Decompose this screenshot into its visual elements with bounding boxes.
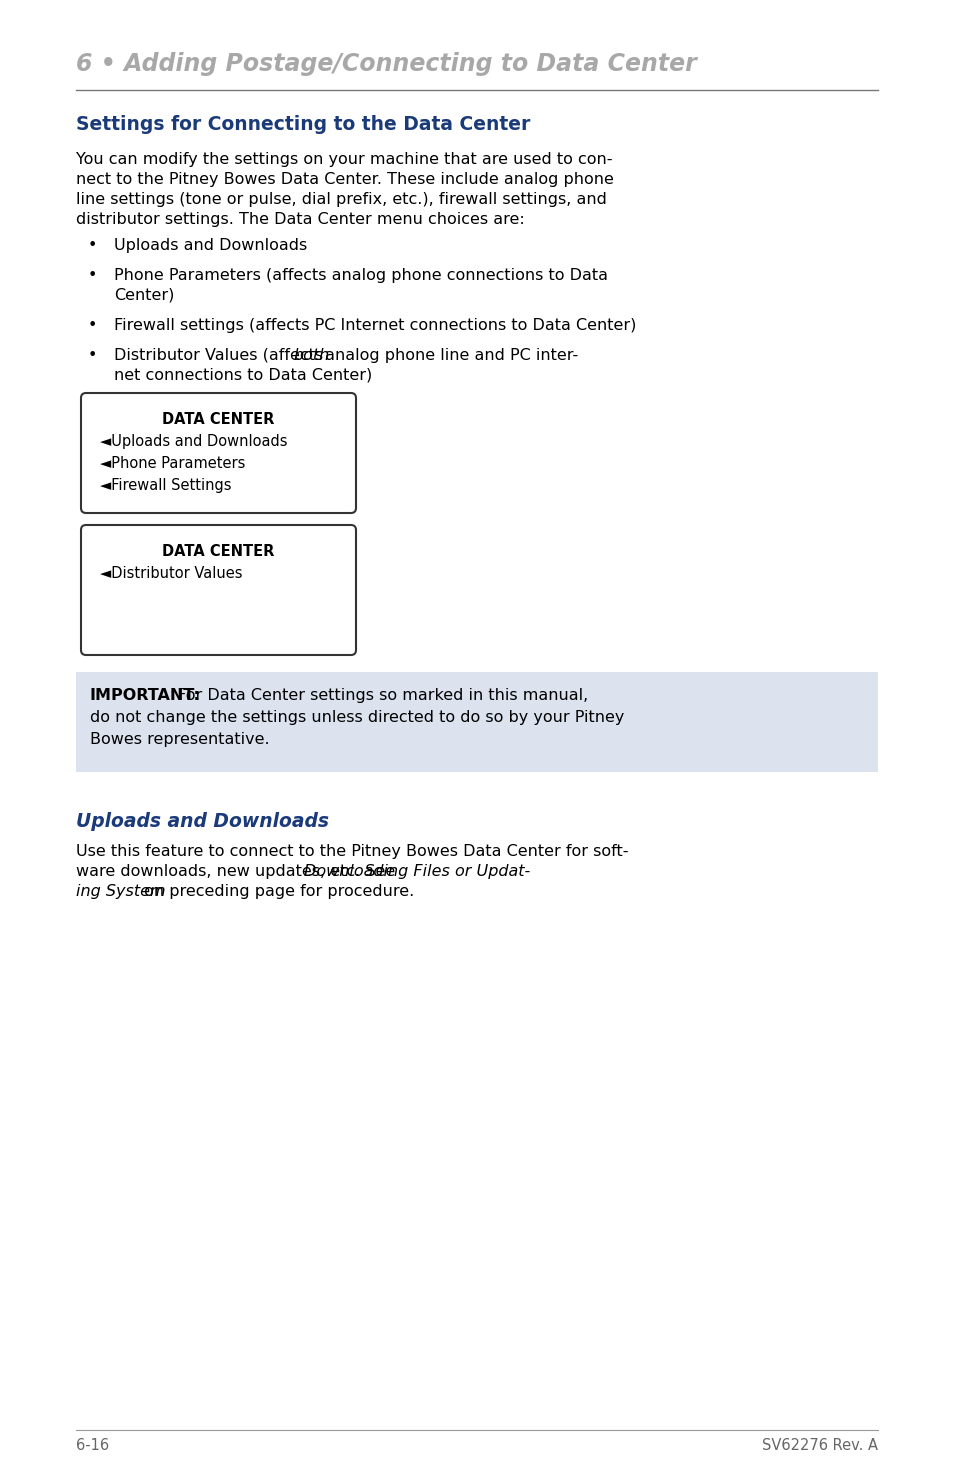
Text: Uploads and Downloads: Uploads and Downloads bbox=[113, 237, 307, 254]
Text: do not change the settings unless directed to do so by your Pitney: do not change the settings unless direct… bbox=[90, 709, 623, 726]
Text: ◄Firewall Settings: ◄Firewall Settings bbox=[100, 478, 232, 493]
Text: •: • bbox=[88, 268, 97, 283]
Bar bbox=[76, 673, 877, 771]
Text: Distributor Values (affects: Distributor Values (affects bbox=[113, 348, 328, 363]
FancyBboxPatch shape bbox=[81, 525, 355, 655]
Text: You can modify the settings on your machine that are used to con-: You can modify the settings on your mach… bbox=[76, 152, 612, 167]
Text: •: • bbox=[88, 237, 97, 254]
Text: 6 • Adding Postage/Connecting to Data Center: 6 • Adding Postage/Connecting to Data Ce… bbox=[76, 52, 696, 77]
Text: distributor settings. The Data Center menu choices are:: distributor settings. The Data Center me… bbox=[76, 212, 524, 227]
Text: SV62276 Rev. A: SV62276 Rev. A bbox=[761, 1438, 877, 1453]
Text: on preceding page for procedure.: on preceding page for procedure. bbox=[139, 884, 414, 898]
Text: •: • bbox=[88, 319, 97, 333]
Text: ◄Distributor Values: ◄Distributor Values bbox=[100, 566, 242, 581]
Text: 6-16: 6-16 bbox=[76, 1438, 109, 1453]
FancyBboxPatch shape bbox=[81, 392, 355, 513]
Text: Use this feature to connect to the Pitney Bowes Data Center for soft-: Use this feature to connect to the Pitne… bbox=[76, 844, 628, 858]
Text: both: both bbox=[294, 348, 330, 363]
Text: DATA CENTER: DATA CENTER bbox=[162, 412, 274, 426]
Text: Settings for Connecting to the Data Center: Settings for Connecting to the Data Cent… bbox=[76, 115, 530, 134]
Text: Downloading Files or Updat-: Downloading Files or Updat- bbox=[304, 864, 530, 879]
Text: Firewall settings (affects PC Internet connections to Data Center): Firewall settings (affects PC Internet c… bbox=[113, 319, 636, 333]
Text: analog phone line and PC inter-: analog phone line and PC inter- bbox=[319, 348, 578, 363]
Text: net connections to Data Center): net connections to Data Center) bbox=[113, 367, 372, 384]
Text: ware downloads, new updates, etc. See: ware downloads, new updates, etc. See bbox=[76, 864, 400, 879]
Text: Uploads and Downloads: Uploads and Downloads bbox=[76, 813, 329, 830]
Text: For Data Center settings so marked in this manual,: For Data Center settings so marked in th… bbox=[172, 687, 588, 704]
Text: ing System: ing System bbox=[76, 884, 166, 898]
Text: Center): Center) bbox=[113, 288, 174, 302]
Text: line settings (tone or pulse, dial prefix, etc.), firewall settings, and: line settings (tone or pulse, dial prefi… bbox=[76, 192, 606, 206]
Text: ◄Phone Parameters: ◄Phone Parameters bbox=[100, 456, 245, 471]
Text: ◄Uploads and Downloads: ◄Uploads and Downloads bbox=[100, 434, 287, 448]
Text: Bowes representative.: Bowes representative. bbox=[90, 732, 270, 746]
Text: nect to the Pitney Bowes Data Center. These include analog phone: nect to the Pitney Bowes Data Center. Th… bbox=[76, 173, 613, 187]
Text: •: • bbox=[88, 348, 97, 363]
Text: Phone Parameters (affects analog phone connections to Data: Phone Parameters (affects analog phone c… bbox=[113, 268, 607, 283]
Text: IMPORTANT:: IMPORTANT: bbox=[90, 687, 201, 704]
Text: DATA CENTER: DATA CENTER bbox=[162, 544, 274, 559]
